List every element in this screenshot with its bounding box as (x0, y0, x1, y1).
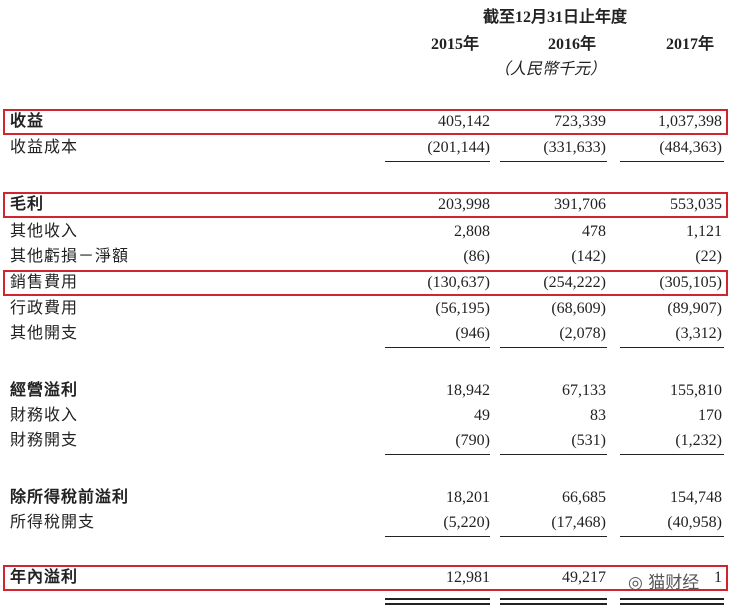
double-underline (620, 598, 724, 600)
underline (500, 536, 607, 537)
underline (500, 161, 607, 162)
row-label: 所得稅開支 (10, 514, 96, 531)
row-label: 年內溢利 (10, 569, 79, 586)
underline (620, 454, 724, 455)
double-underline (620, 603, 724, 605)
cell-value: (5,220) (443, 514, 490, 531)
highlight-box (3, 270, 728, 296)
row-label: 財務收入 (10, 407, 79, 424)
cell-value: (68,609) (551, 300, 606, 317)
cell-value: (22) (695, 248, 722, 265)
cell-value: 391,706 (554, 196, 606, 213)
cell-value: 553,035 (670, 196, 722, 213)
year-header: 2016年 (547, 36, 596, 53)
cell-value: (17,468) (551, 514, 606, 531)
watermark-text: 猫财经 (648, 573, 700, 593)
underline (385, 161, 490, 162)
underline (620, 347, 724, 348)
underline (500, 347, 607, 348)
cell-value: (56,195) (435, 300, 490, 317)
highlight-box (3, 192, 728, 218)
row-label: 收益 (10, 113, 45, 130)
row-label: 除所得稅前溢利 (10, 489, 130, 506)
double-underline (500, 603, 607, 605)
cell-value: 723,339 (554, 113, 606, 130)
row-label: 經營溢利 (10, 382, 79, 399)
row-label: 毛利 (10, 196, 45, 213)
underline (385, 536, 490, 537)
underline (620, 536, 724, 537)
cell-value: 18,201 (446, 489, 490, 506)
year-header: 2015年 (430, 36, 479, 53)
cell-value: (40,958) (667, 514, 722, 531)
cell-value: 170 (698, 407, 722, 424)
cell-value: (946) (455, 325, 490, 342)
cell-value: (142) (571, 248, 606, 265)
cell-value: (3,312) (675, 325, 722, 342)
cell-value: (531) (571, 432, 606, 449)
cell-value: 203,998 (438, 196, 490, 213)
cell-value: 49,217 (562, 569, 606, 586)
cell-value: 478 (582, 223, 606, 240)
row-label: 其他收入 (10, 223, 79, 240)
unit: （人民幣千元） (493, 61, 606, 78)
row-label: 財務開支 (10, 432, 79, 449)
cell-value: (484,363) (659, 139, 722, 156)
cell-value: (86) (463, 248, 490, 265)
cell-value: 405,142 (438, 113, 490, 130)
underline (385, 454, 490, 455)
watermark: ◎ 猫财经 (628, 573, 700, 593)
underline (620, 161, 724, 162)
row-label: 收益成本 (10, 139, 79, 156)
row-label: 其他虧損－淨額 (10, 248, 130, 265)
cell-value: (89,907) (667, 300, 722, 317)
cell-value: 18,942 (446, 382, 490, 399)
cell-value: 1,037,398 (658, 113, 722, 130)
double-underline (385, 603, 490, 605)
cell-value: (254,222) (543, 274, 606, 291)
highlight-box (3, 109, 728, 135)
cell-value: 12,981 (446, 569, 490, 586)
cell-value: 66,685 (562, 489, 606, 506)
cell-value: (2,078) (559, 325, 606, 342)
cell-value: (331,633) (543, 139, 606, 156)
underline (385, 347, 490, 348)
row-label: 銷售費用 (10, 274, 79, 291)
cell-value: (1,232) (675, 432, 722, 449)
cell-value: (130,637) (427, 274, 490, 291)
cell-value: (201,144) (427, 139, 490, 156)
cell-value: 67,133 (562, 382, 606, 399)
cell-value: 49 (474, 407, 490, 424)
cell-value: 83 (590, 407, 606, 424)
period-header: 截至12月31日止年度 (482, 9, 627, 26)
cell-value: 1,121 (686, 223, 722, 240)
cell-value: 154,748 (670, 489, 722, 506)
cell-value: 2,808 (454, 223, 490, 240)
double-underline (500, 598, 607, 600)
cell-value: (305,105) (659, 274, 722, 291)
underline (500, 454, 607, 455)
highlight-box (3, 565, 728, 591)
row-label: 其他開支 (10, 325, 79, 342)
year-header: 2017年 (665, 36, 714, 53)
double-underline (385, 598, 490, 600)
cell-value: 1 (714, 569, 722, 586)
cell-value: 155,810 (670, 382, 722, 399)
cell-value: (790) (455, 432, 490, 449)
row-label: 行政費用 (10, 300, 79, 317)
